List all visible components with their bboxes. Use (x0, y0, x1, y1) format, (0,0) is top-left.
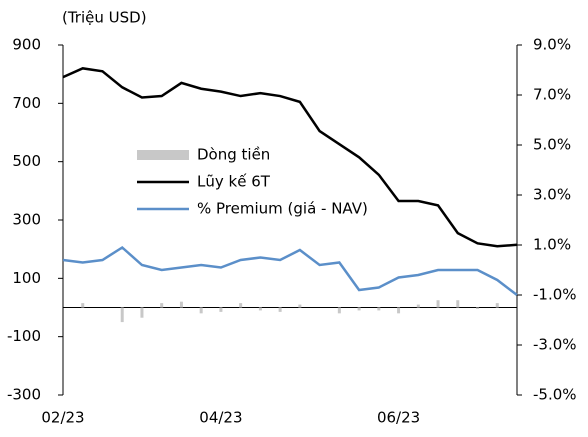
y2-tick-label: 1.0% (533, 236, 571, 254)
bar (397, 307, 401, 314)
bar (278, 307, 282, 312)
bar (476, 307, 480, 309)
y-tick-label: -100 (7, 327, 41, 345)
bar (199, 307, 203, 314)
bar (456, 300, 460, 308)
bar (179, 301, 183, 308)
x-tick-label: 04/23 (199, 409, 242, 427)
y-tick-label: 100 (12, 269, 41, 287)
y-tick-label: 500 (12, 152, 41, 170)
y-tick-label: 700 (12, 94, 41, 112)
y2-tick-label: -3.0% (533, 336, 577, 354)
legend-label: Lũy kế 6T (197, 173, 271, 191)
y-tick-label: 300 (12, 211, 41, 229)
bar (160, 303, 164, 308)
x-tick-label: 02/23 (41, 409, 84, 427)
bar (120, 307, 124, 323)
y2-tick-label: -5.0% (533, 386, 577, 404)
line (62, 245, 518, 296)
chart-title: (Triệu USD) (62, 9, 147, 27)
line (62, 67, 518, 248)
legend-label: Dòng tiền (197, 146, 270, 164)
bar (416, 304, 420, 308)
bar (258, 307, 262, 311)
bar (239, 303, 243, 308)
bar (436, 300, 440, 308)
y2-tick-label: 7.0% (533, 86, 571, 104)
y2-tick-label: 3.0% (533, 186, 571, 204)
bar (81, 303, 85, 308)
bar (140, 307, 144, 318)
bar (357, 307, 361, 311)
bar (495, 303, 499, 308)
y-tick-label: 900 (12, 36, 41, 54)
bar (337, 307, 341, 314)
y2-tick-label: 5.0% (533, 136, 571, 154)
x-tick-label: 06/23 (377, 409, 420, 427)
bar (219, 307, 223, 312)
legend-swatch (137, 150, 189, 160)
bar (377, 307, 381, 311)
y2-tick-label: -1.0% (533, 286, 577, 304)
bar (298, 304, 302, 308)
y-tick-label: -300 (7, 386, 41, 404)
y2-tick-label: 9.0% (533, 36, 571, 54)
legend-label: % Premium (giá - NAV) (197, 200, 368, 218)
